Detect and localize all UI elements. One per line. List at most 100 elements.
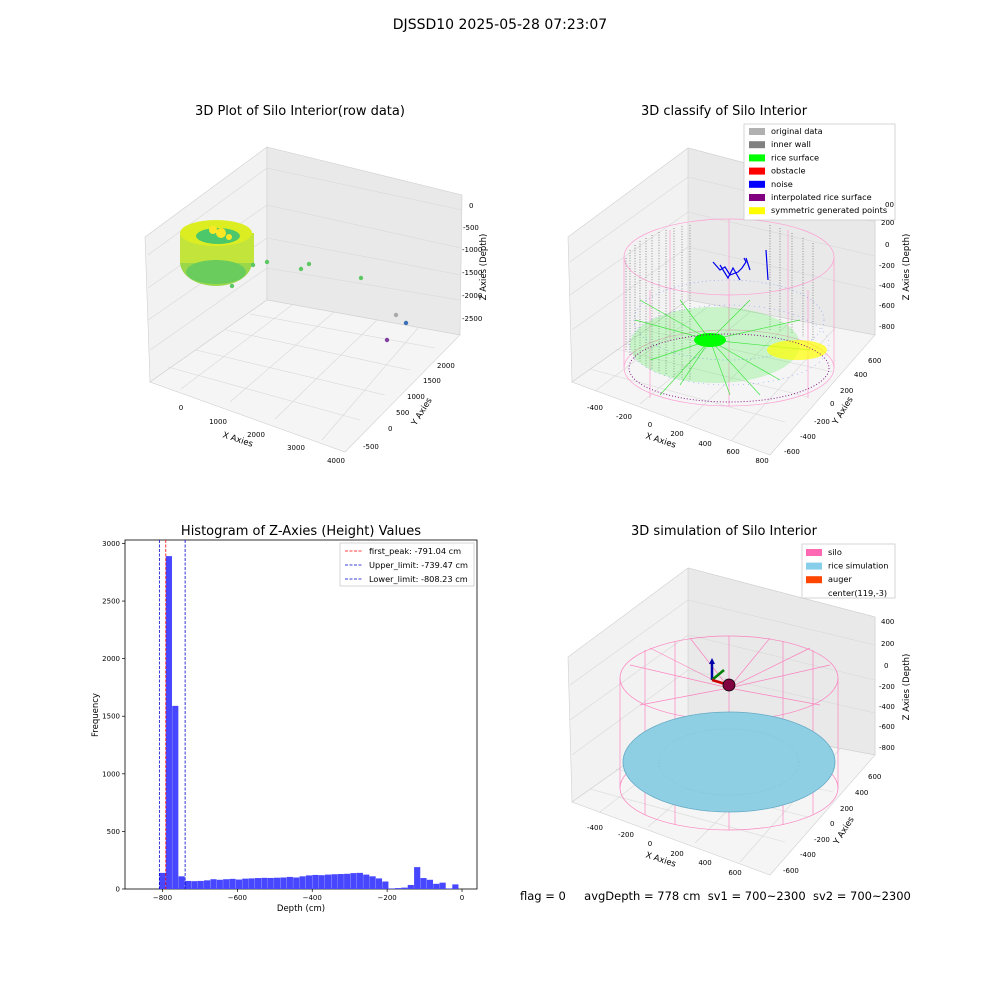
p4-ztick: 400 [881,618,894,626]
legend-swatch [749,207,765,215]
hist-bar [433,883,440,889]
legend-label: Upper_limit: -739.47 cm [369,560,468,570]
hist-bar [356,872,363,889]
legend-swatch [749,141,765,149]
p2-ztick: -800 [879,323,895,331]
hist-bar [210,879,217,889]
p2-ytick: 0 [830,400,834,408]
hist-bar [229,878,236,889]
hist-ytick-label: 2500 [102,598,120,606]
p1-xtick: 3000 [287,444,305,452]
p4-xtick: 400 [698,859,711,867]
p1-ytick: 2000 [437,362,455,370]
hist-bar [394,888,402,889]
p2-ztick-top: 00 [885,201,894,209]
hist-bar [407,884,414,889]
legend-label: silo [828,547,842,557]
p1-xtick: 0 [179,404,183,412]
hist-bar [388,888,395,889]
legend-swatch [749,154,765,162]
hist-bar [274,877,281,889]
hist-bar [337,874,344,889]
status-footer: flag = 0 avgDepth = 778 cm sv1 = 700~230… [520,889,911,903]
hist-bar [401,887,408,889]
p4-ytick: 600 [868,773,881,781]
panel4-3d-plot: silo rice simulation auger center(119,-3) -… [567,543,912,877]
hist-bar [184,880,192,889]
hist-bar [197,880,204,889]
p1-zlabel: Z Axies (Depth) [479,234,489,301]
p2-ytick: 400 [854,371,867,379]
hist-bar [223,879,230,889]
p2-zlabel: Z Axies (Depth) [902,234,912,301]
legend-swatch [806,576,822,584]
hist-bar [165,556,172,889]
p2-xtick: 200 [670,430,683,438]
hist-bar [299,876,306,889]
p1-ztick: -1000 [462,246,482,254]
p4-ztick: -600 [879,723,895,731]
legend-label: interpolated rice surface [771,192,872,202]
legend-label: Lower_limit: -808.23 cm [369,574,468,584]
p1-ztick: -2500 [462,315,482,323]
p4-xtick: -400 [587,824,603,832]
p4-ztick: -800 [879,744,895,752]
panel3-histogram: −800 −600 −400 −200 0 0 500 1000 1500 2000 2500 30… [91,539,478,914]
p4-ztick: 0 [884,662,888,670]
p4-xtick: 200 [670,850,683,858]
legend-swatch [749,180,765,188]
panel4-title: 3D simulation of Silo Interior [631,524,817,539]
figure-title: DJSSD10 2025-05-28 07:23:07 [392,17,608,33]
legend-swatch [749,194,765,201]
hist-bar [318,875,325,889]
p4-zlabel: Z Axies (Depth) [902,654,912,721]
p1-ytick: -500 [363,443,379,451]
p4-ztick: -200 [879,683,895,691]
p4-ytick: 200 [840,805,853,813]
hist-bar [312,874,319,889]
hist-bar [445,888,453,889]
panel2-title: 3D classify of Silo Interior [640,104,808,119]
p2-ztick: 0 [885,241,889,249]
p4-xtick: 0 [648,840,652,848]
hist-ytick-label: 3000 [102,540,120,548]
sv2-text: sv2 = 700~2300 [812,889,911,903]
legend-label: rice simulation [828,561,888,571]
legend-swatch [749,128,765,135]
hist-legend [339,542,475,587]
hist-bar [375,878,383,889]
hist-bar [350,873,357,889]
p4-ztick: -400 [879,703,895,711]
hist-bar [414,867,421,889]
panel3-title: Histogram of Z-Axies (Height) Values [180,524,422,539]
panel1-3d-plot: 0 1000 2000 3000 4000 X Axies -500 0 500… [144,146,489,465]
panel1-title: 3D Plot of Silo Interior(row data) [195,104,405,119]
hist-bar [420,878,427,889]
p1-ytick: 1000 [407,393,425,401]
hist-ytick-label: 2000 [102,655,120,663]
hist-bar [439,882,446,889]
p1-ztick: -2000 [462,292,482,300]
hist-bar [452,884,459,889]
avg-depth-text: avgDepth = 778 cm [584,889,701,903]
p1-ytick: 0 [388,425,392,433]
hist-xtick-label: −200 [378,894,397,902]
hist-bar [426,879,433,889]
p1-ytick: 500 [396,409,409,417]
p1-ytick: 1500 [423,377,441,385]
p2-xtick: 600 [726,448,739,456]
hist-ylabel: Frequency [91,693,101,737]
hist-bar [305,875,313,889]
hist-ytick-label: 1500 [102,713,120,721]
p2-ytick: 200 [840,387,853,395]
hist-bar [178,876,185,889]
legend-swatch [749,167,765,175]
sv1-text: sv1 = 700~2300 [707,889,806,903]
p4-xtick: 600 [728,869,741,877]
p2-ytick: -400 [800,433,816,441]
p2-ytick: -600 [784,448,800,456]
legend-label: auger [828,574,852,584]
hist-bar [261,877,268,889]
p4-ztick: 200 [881,640,894,648]
p1-ztick: -500 [463,224,479,232]
